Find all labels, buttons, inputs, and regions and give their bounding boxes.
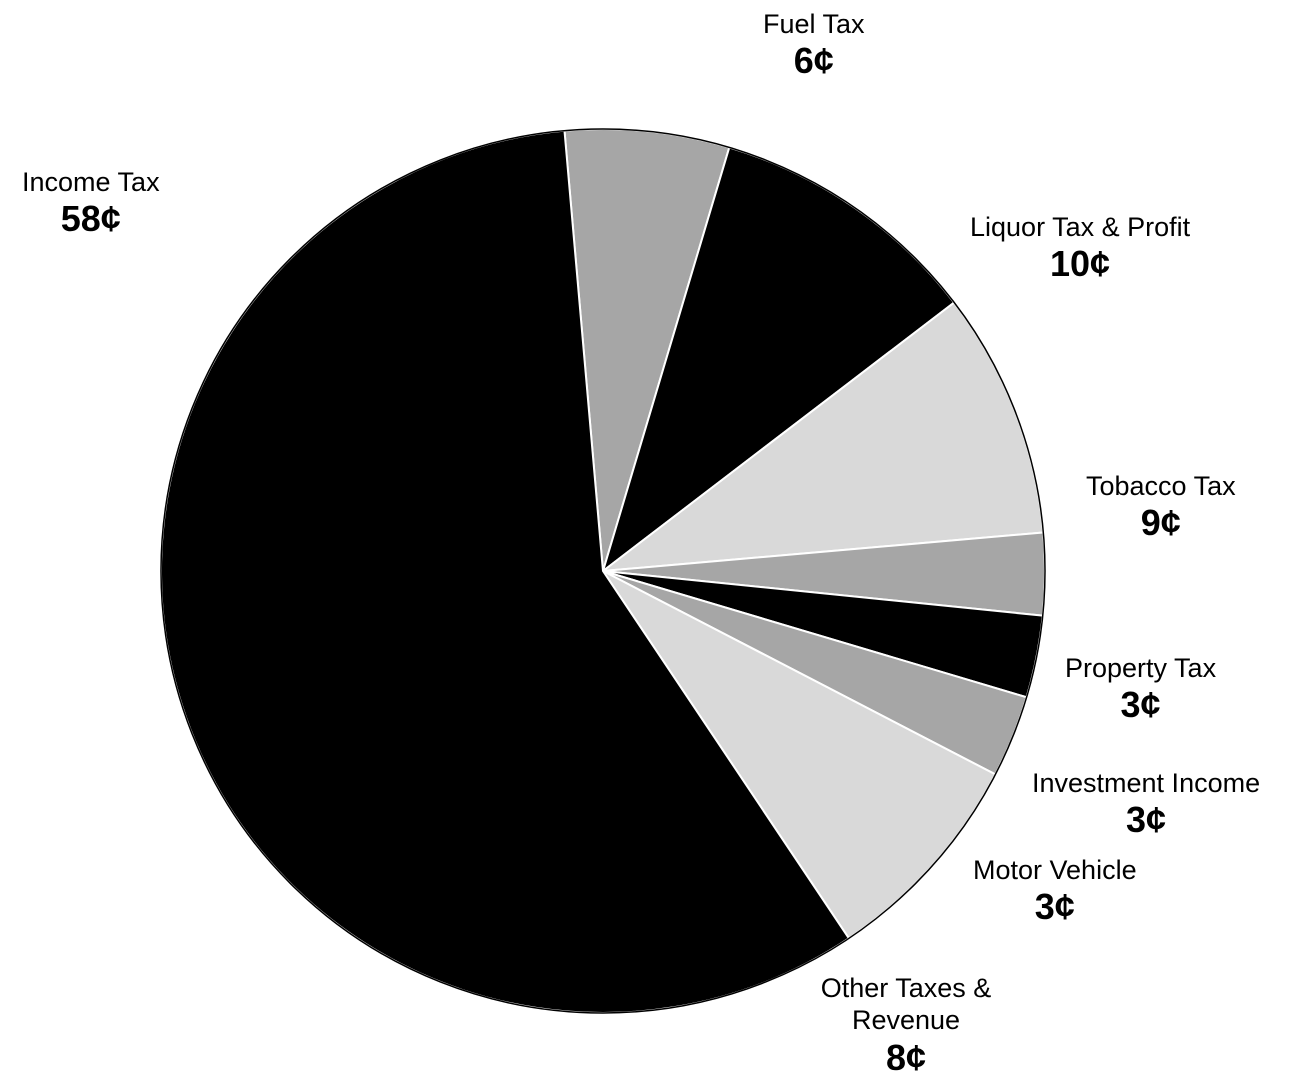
- slice-value-investment-income: 3¢: [1126, 799, 1167, 841]
- label-other-taxes: Other Taxes & Revenue 8¢: [786, 972, 1026, 1078]
- slice-name-income-tax: Income Tax: [22, 167, 160, 197]
- slice-name-motor-vehicle: Motor Vehicle: [973, 855, 1137, 885]
- label-property-tax: Property Tax 3¢: [1065, 652, 1216, 726]
- label-investment-income: Investment Income 3¢: [1032, 767, 1260, 841]
- slice-value-other-taxes: 8¢: [885, 1036, 927, 1078]
- slice-value-property-tax: 3¢: [1120, 684, 1161, 726]
- slice-value-motor-vehicle: 3¢: [1034, 886, 1075, 928]
- slice-value-tobacco-tax: 9¢: [1140, 502, 1181, 544]
- slice-name-fuel-tax: Fuel Tax: [763, 9, 865, 39]
- label-fuel-tax: Fuel Tax 6¢: [763, 8, 865, 82]
- label-motor-vehicle: Motor Vehicle 3¢: [973, 854, 1137, 928]
- pie-outline: [160, 128, 1046, 1014]
- label-tobacco-tax: Tobacco Tax 9¢: [1086, 470, 1236, 544]
- slice-value-fuel-tax: 6¢: [793, 40, 834, 82]
- slice-value-liquor-tax: 10¢: [1050, 243, 1111, 285]
- slice-name-property-tax: Property Tax: [1065, 653, 1217, 683]
- slice-name-liquor-tax: Liquor Tax & Profit: [970, 212, 1191, 242]
- slice-name-other-taxes: Other Taxes & Revenue: [820, 973, 992, 1036]
- label-liquor-tax: Liquor Tax & Profit 10¢: [970, 211, 1190, 285]
- slice-name-tobacco-tax: Tobacco Tax: [1086, 471, 1236, 501]
- slice-name-investment-income: Investment Income: [1032, 768, 1261, 798]
- slice-value-income-tax: 58¢: [60, 198, 121, 240]
- label-income-tax: Income Tax 58¢: [22, 166, 160, 240]
